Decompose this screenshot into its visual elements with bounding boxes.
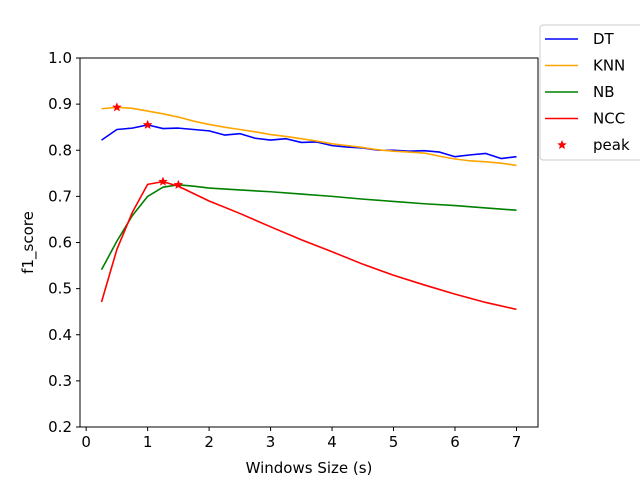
y-tick-label: 0.8 bbox=[48, 141, 72, 159]
x-tick-label: 5 bbox=[389, 433, 399, 451]
legend-label-ncc: NCC bbox=[593, 110, 625, 128]
x-tick-label: 0 bbox=[81, 433, 91, 451]
legend-swatch-peak bbox=[557, 139, 567, 150]
x-axis-label: Windows Size (s) bbox=[246, 459, 373, 477]
y-tick-label: 1.0 bbox=[48, 49, 72, 67]
y-axis: 0.2 0.3 0.4 0.5 0.6 0.7 0.8 0.9 1.0 bbox=[48, 49, 80, 436]
legend-label-peak: peak bbox=[593, 136, 630, 154]
y-tick-label: 0.2 bbox=[48, 418, 72, 436]
y-tick-label: 0.7 bbox=[48, 187, 72, 205]
y-tick-label: 0.5 bbox=[48, 280, 72, 298]
x-tick-label: 2 bbox=[204, 433, 214, 451]
series-line-dt bbox=[101, 124, 517, 160]
series-lines bbox=[100, 106, 517, 311]
legend-label-knn: KNN bbox=[593, 57, 625, 75]
x-axis: 0 1 2 3 4 5 6 7 bbox=[81, 427, 521, 451]
x-tick-label: 7 bbox=[512, 433, 522, 451]
legend-label-dt: DT bbox=[593, 30, 615, 48]
y-tick-label: 0.9 bbox=[48, 95, 72, 113]
y-tick-label: 0.3 bbox=[48, 372, 72, 390]
legend-label-nb: NB bbox=[593, 83, 615, 101]
legend-box bbox=[539, 24, 640, 161]
peak-marker bbox=[158, 176, 168, 186]
peak-marker bbox=[173, 179, 184, 190]
peak-marker bbox=[142, 119, 153, 130]
series-line-knn bbox=[101, 106, 517, 167]
legend: DT KNN NB NCC peak bbox=[539, 24, 640, 161]
x-tick-label: 3 bbox=[266, 433, 276, 451]
peak-markers bbox=[111, 102, 184, 190]
x-tick-label: 1 bbox=[143, 433, 153, 451]
y-tick-label: 0.6 bbox=[48, 234, 72, 252]
x-tick-label: 4 bbox=[327, 433, 337, 451]
series-line-ncc bbox=[100, 180, 517, 311]
series-line-nb bbox=[100, 184, 517, 271]
peak-marker bbox=[111, 102, 122, 112]
x-tick-label: 6 bbox=[450, 433, 460, 451]
y-axis-label: f1_score bbox=[19, 211, 38, 274]
y-tick-label: 0.4 bbox=[48, 326, 72, 344]
